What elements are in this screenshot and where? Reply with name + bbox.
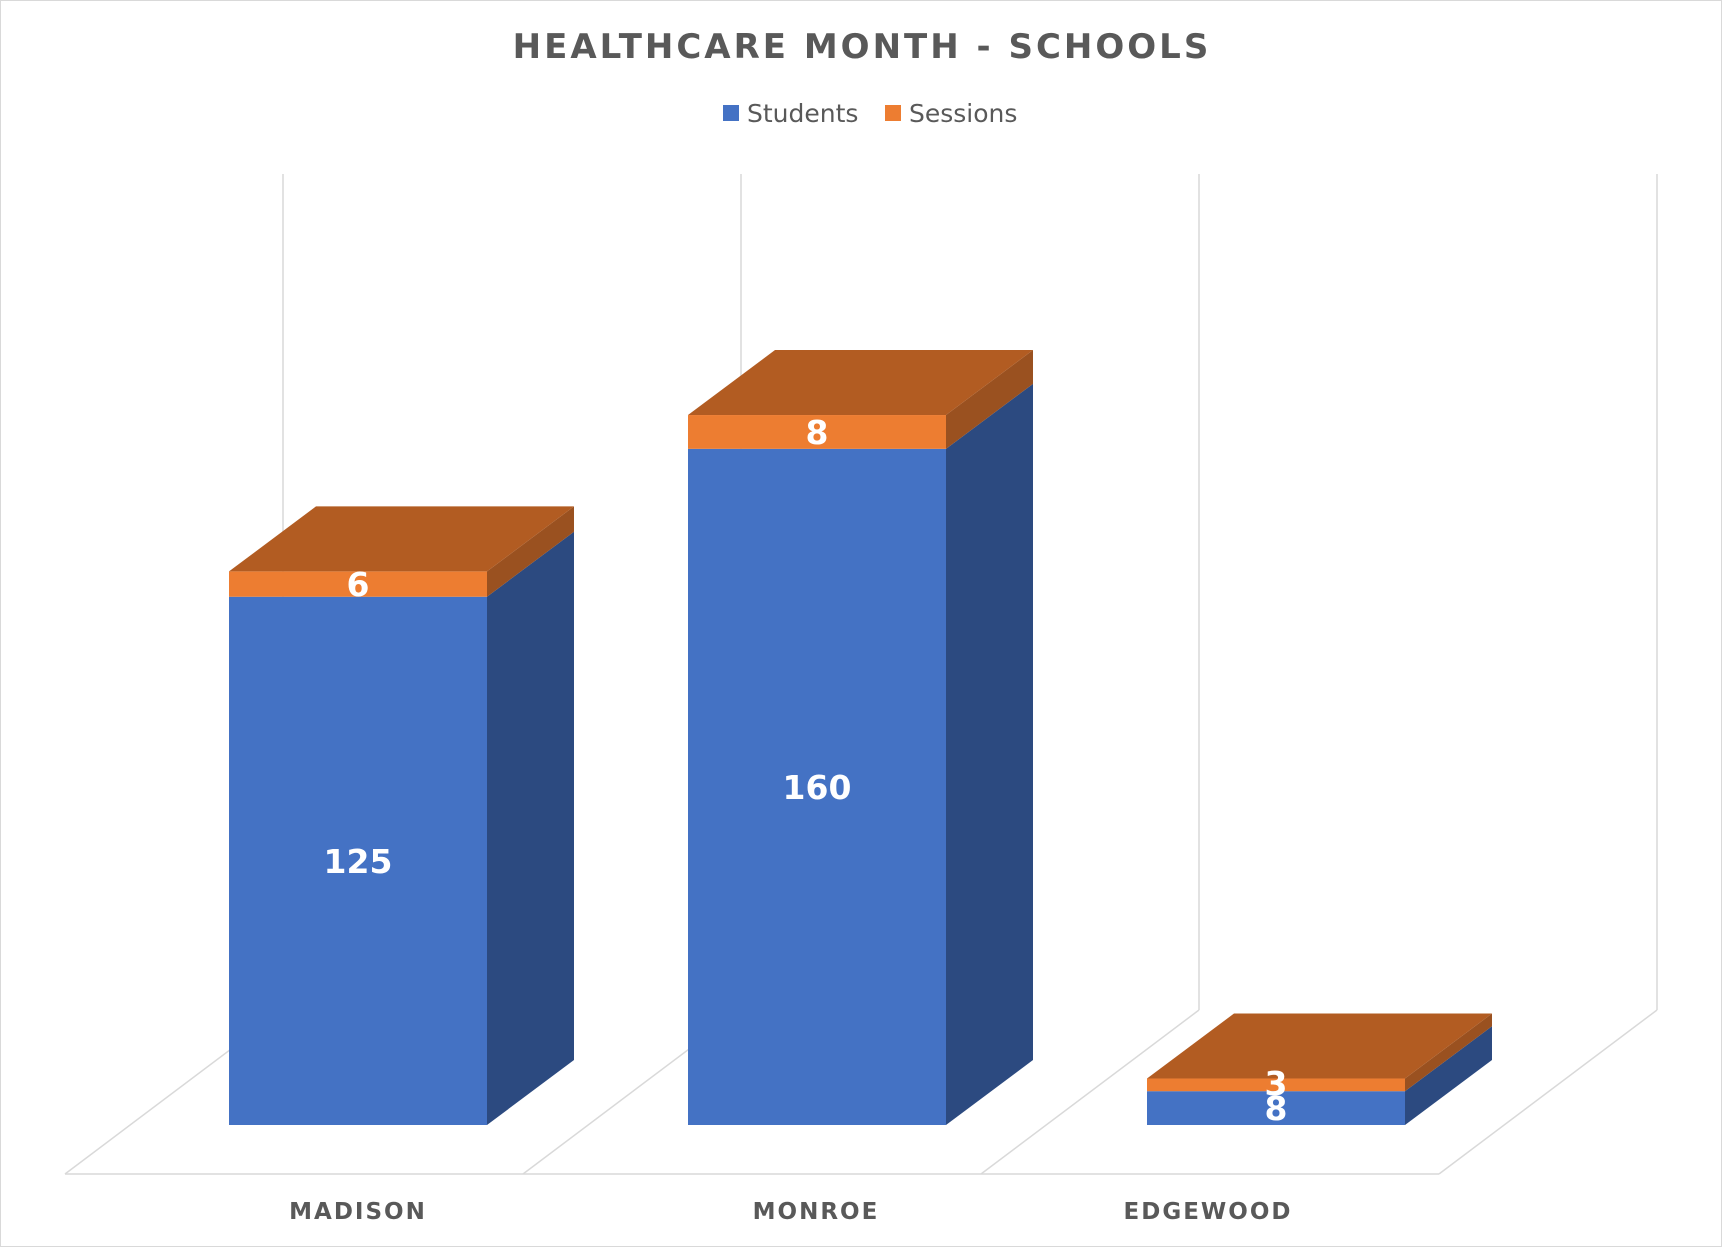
bar-side-face — [946, 383, 1033, 1126]
bar-side-face — [946, 350, 1033, 449]
legend-label-sessions: Sessions — [909, 99, 1017, 128]
category-label: EDGEWOOD — [1124, 1199, 1293, 1225]
bar-segment-students — [1147, 1026, 1492, 1125]
data-label-sessions: 6 — [347, 565, 370, 604]
data-label-sessions: 8 — [806, 413, 829, 452]
gridline-floor — [980, 1009, 1200, 1175]
bar-front-face — [1147, 1091, 1405, 1125]
gridline-floor — [1438, 1009, 1658, 1175]
category-axis: MADISON MONROE EDGEWOOD — [289, 1199, 1293, 1225]
legend-swatch-students — [723, 105, 739, 121]
bar-front-face — [688, 415, 946, 449]
bar-front-face — [1147, 1078, 1405, 1092]
bar-front-face — [229, 596, 487, 1125]
chart-title: HEALTHCARE MONTH - SCHOOLS — [513, 27, 1212, 67]
data-label-sessions: 3 — [1265, 1064, 1288, 1103]
legend-label-students: Students — [747, 99, 858, 128]
bar-segment-sessions — [229, 506, 574, 597]
bar-front-face — [229, 571, 487, 597]
bar-segment-sessions — [688, 350, 1033, 449]
data-label-students: 125 — [324, 842, 393, 881]
bar-front-face — [688, 448, 946, 1126]
bar-side-face — [487, 531, 574, 1125]
bar-top-face — [688, 350, 1033, 416]
bar-side-face — [487, 506, 574, 597]
legend: Students Sessions — [723, 99, 1017, 128]
category-label: MADISON — [289, 1199, 427, 1225]
bar-top-face — [229, 506, 574, 572]
legend-swatch-sessions — [885, 105, 901, 121]
data-label-students: 160 — [783, 768, 852, 807]
bar-side-face — [1405, 1026, 1492, 1125]
bar-side-face — [1405, 1013, 1492, 1092]
bars — [229, 350, 1492, 1126]
bar-segment-sessions — [1147, 1013, 1492, 1092]
category-label: MONROE — [753, 1199, 880, 1225]
bar-top-face — [1147, 1013, 1492, 1079]
bar-segment-students — [229, 531, 574, 1125]
bar-segment-students — [688, 383, 1033, 1126]
data-label-students: 8 — [1265, 1089, 1288, 1128]
